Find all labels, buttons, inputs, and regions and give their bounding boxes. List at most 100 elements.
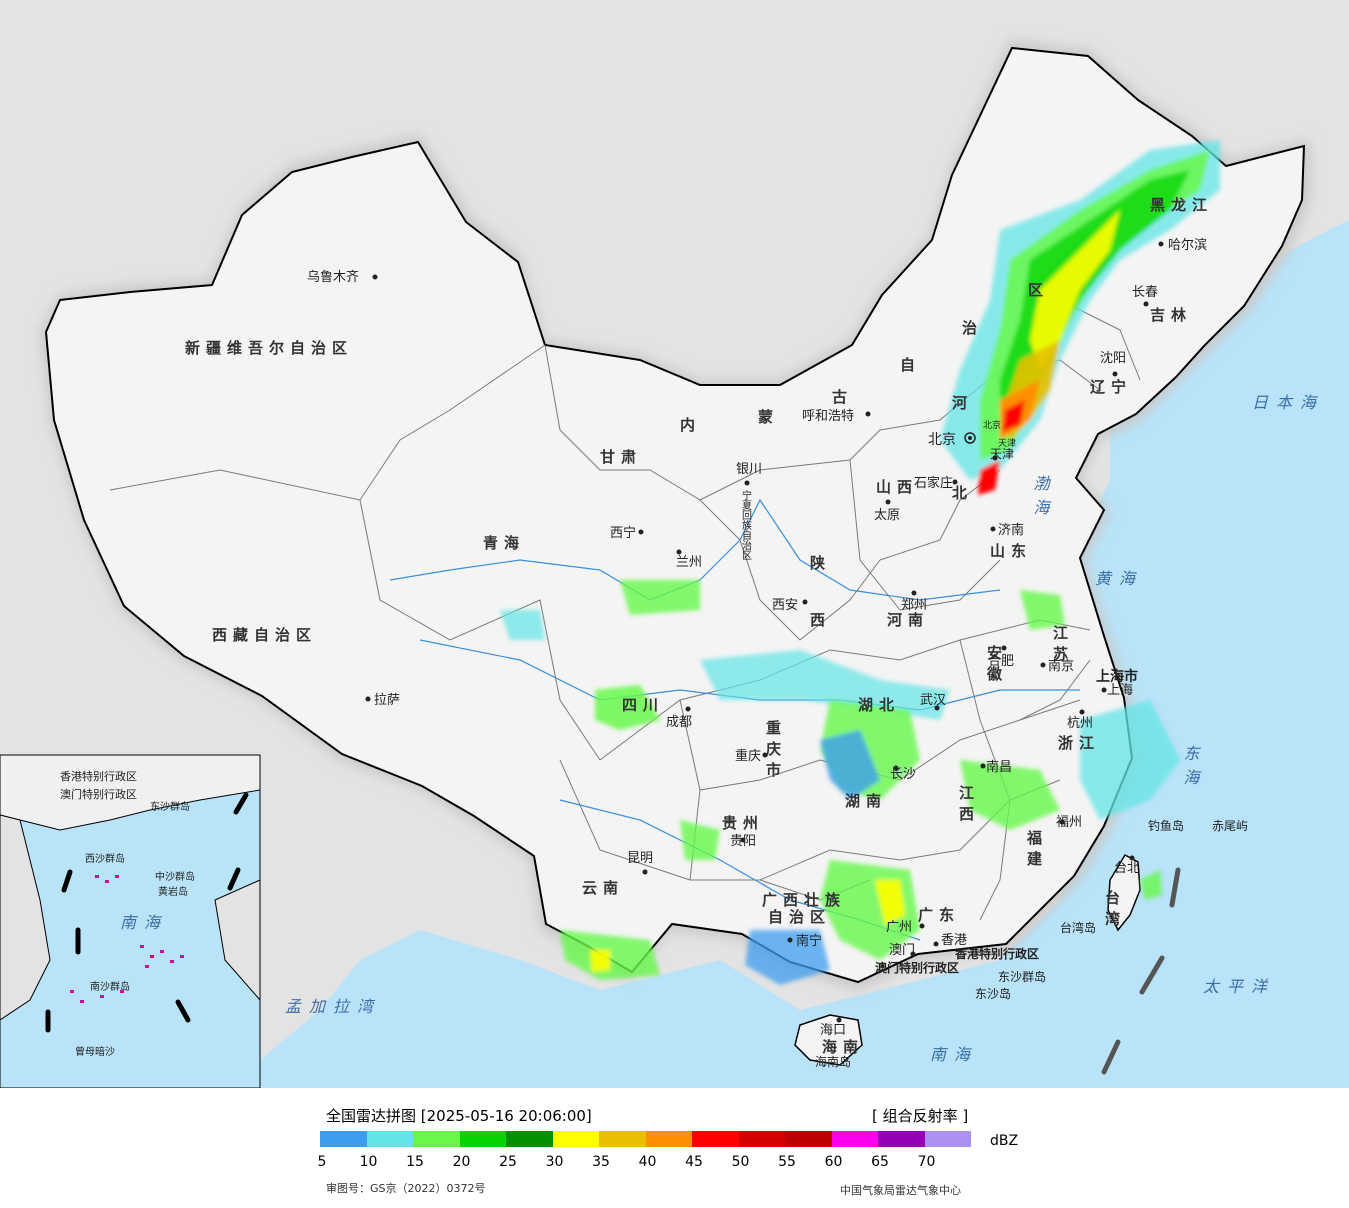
- province-qinghai: 青海: [483, 534, 525, 552]
- city-shenyang: 沈阳: [1100, 351, 1126, 366]
- scale-tick-label: 20: [452, 1154, 471, 1170]
- review-number: 审图号：GS京（2022）0372号: [326, 1182, 486, 1195]
- japan-sea: [1210, 220, 1349, 440]
- city-yinchuan: 银川: [736, 462, 762, 477]
- scale-tick-label: 35: [592, 1154, 610, 1170]
- city-lanzhou: 兰州: [676, 555, 702, 570]
- scale-tick-label: 55: [778, 1154, 796, 1170]
- inset-hk-label: 香港特别行政区: [60, 769, 137, 783]
- city-xining: 西宁: [610, 525, 636, 541]
- province-neimenggu-6: 区: [1028, 281, 1049, 299]
- city-shanghai: 上海: [1107, 683, 1133, 698]
- city-guiyang: 贵阳: [730, 834, 756, 849]
- city-fuzhou: 福州: [1056, 815, 1082, 830]
- city-wuhan: 武汉: [920, 693, 946, 708]
- city-haikou: 海口: [820, 1023, 846, 1038]
- province-guangxi-1: 广西壮族: [762, 891, 846, 909]
- inset-macao-label: 澳门特别行政区: [60, 787, 137, 801]
- province-chongqing: 重庆市: [764, 719, 782, 783]
- city-labels: 乌鲁木齐 拉萨 西宁 兰州 银川 呼和浩特 哈尔滨 长春 沈阳 北京 天津 石家…: [307, 237, 1207, 1038]
- island-taiwan: 台湾岛: [1060, 920, 1096, 935]
- city-jinan: 济南: [998, 522, 1024, 538]
- province-guizhou: 贵州: [722, 814, 764, 832]
- maritime-boundary: [1101, 867, 1181, 1075]
- province-neimenggu-5: 治: [962, 319, 983, 337]
- south-sea-inset: 香港特别行政区 澳门特别行政区 东沙群岛 西沙群岛 中沙群岛 黄岩岛 南海 南沙…: [0, 754, 261, 1088]
- color-swatch: [785, 1131, 832, 1147]
- inset-dongsha-label: 东沙群岛: [150, 800, 190, 813]
- radar-map: 香港特别行政区 澳门特别行政区 东沙群岛 西沙群岛 中沙群岛 黄岩岛 南海 南沙…: [0, 0, 1349, 1088]
- province-xinjiang: 新疆维吾尔自治区: [185, 339, 353, 357]
- scale-tick-label: 65: [871, 1154, 889, 1170]
- province-shanxi: 山西: [876, 478, 918, 496]
- province-liaoning: 辽宁: [1090, 378, 1132, 396]
- city-hefei: 合肥: [988, 654, 1014, 669]
- color-swatch: [878, 1131, 925, 1147]
- sea-east: 东海: [1181, 745, 1200, 793]
- province-neimenggu-4: 自: [900, 356, 921, 374]
- color-swatch: [459, 1131, 506, 1147]
- city-chongqing: 重庆: [735, 748, 761, 764]
- color-swatch: [320, 1131, 367, 1147]
- color-swatch: [924, 1131, 971, 1147]
- province-zhejiang: 浙江: [1058, 734, 1100, 752]
- city-guangzhou: 广州: [886, 920, 912, 935]
- color-swatch: [599, 1131, 646, 1147]
- ocean: [260, 270, 1349, 1088]
- color-swatch: [413, 1131, 460, 1147]
- sea-japan: 日本海: [1252, 393, 1324, 412]
- color-swatch: [506, 1131, 553, 1147]
- province-henan: 河南: [887, 611, 929, 629]
- island-diaoyu: 钓鱼岛: [1148, 818, 1184, 833]
- province-gansu: 甘肃: [600, 448, 642, 466]
- scale-tick-label: 60: [824, 1154, 843, 1170]
- province-neimenggu-1: 内: [680, 416, 701, 434]
- city-macao: 澳门: [889, 942, 915, 958]
- province-ningxia: 宁夏回族自治区: [740, 489, 752, 560]
- island-hainan: 海南岛: [815, 1054, 851, 1069]
- city-tianjin: 天津: [998, 438, 1016, 449]
- inset-huangyan-label: 黄岩岛: [158, 885, 188, 898]
- city-hongkong: 香港: [941, 933, 967, 948]
- city-taiyuan: 太原: [874, 508, 900, 523]
- scale-tick-label: 15: [406, 1154, 424, 1170]
- city-nanjing: 南京: [1048, 658, 1074, 674]
- province-fujian: 福建: [1025, 829, 1043, 872]
- province-hunan: 湖南: [845, 792, 887, 810]
- china-land: [44, 46, 1306, 984]
- hainan-island: [794, 1014, 863, 1066]
- inset-zengmu-label: 曾母暗沙: [75, 1045, 115, 1058]
- province-macao: 澳门特别行政区: [875, 960, 959, 975]
- color-swatch: [692, 1131, 739, 1147]
- province-xizang: 西藏自治区: [212, 626, 317, 644]
- city-xian: 西安: [772, 598, 798, 613]
- inset-nansha-label: 南沙群岛: [90, 980, 130, 993]
- inset-xisha-label: 西沙群岛: [85, 852, 125, 865]
- province-yunnan: 云南: [582, 879, 624, 897]
- city-nanchang: 南昌: [986, 759, 1012, 775]
- city-zhengzhou: 郑州: [901, 598, 927, 613]
- scale-tick-label: 10: [359, 1154, 378, 1170]
- scale-tick-label: 40: [638, 1154, 657, 1170]
- sea-labels: 日本海 渤海 黄海 东海 太平洋 南海 孟加拉湾 钓鱼岛 赤尾屿 台湾岛 海南岛…: [285, 393, 1324, 1069]
- legend-panel: 全国雷达拼图 [2025-05-16 20:06:00] [ 组合反射率 ] d…: [0, 1088, 1349, 1208]
- product-name: [ 组合反射率 ]: [872, 1107, 969, 1125]
- province-sichuan: 四川: [622, 696, 664, 714]
- province-jiangxi: 江西: [957, 784, 975, 827]
- taiwan-island: [1107, 854, 1141, 932]
- city-harbin: 哈尔滨: [1168, 237, 1207, 253]
- province-taiwan: 台湾: [1103, 889, 1121, 932]
- province-shanghai: 上海市: [1096, 668, 1138, 685]
- scale-tick-label: 70: [917, 1154, 936, 1170]
- city-urumqi: 乌鲁木齐: [307, 269, 359, 285]
- inset-zhongsha-label: 中沙群岛: [155, 870, 195, 883]
- province-labels: 新疆维吾尔自治区 西藏自治区 青海 甘肃 内 蒙 古 自 治 区 黑龙江 吉林 …: [185, 196, 1207, 1056]
- province-neimenggu-3: 古: [832, 388, 853, 406]
- province-hk: 香港特别行政区: [954, 946, 1039, 961]
- island-chiwei: 赤尾屿: [1212, 819, 1248, 833]
- city-shijiazhuang: 石家庄: [914, 475, 953, 491]
- province-jilin: 吉林: [1150, 306, 1192, 324]
- province-shaanxi-1: 陕: [810, 554, 831, 572]
- province-shandong: 山东: [990, 542, 1032, 560]
